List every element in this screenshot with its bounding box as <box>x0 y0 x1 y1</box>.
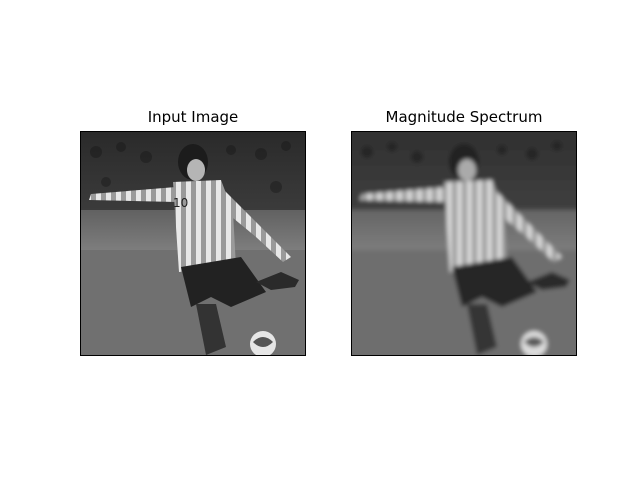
svg-text:10: 10 <box>173 196 188 210</box>
magnitude-spectrum-photo <box>352 132 576 355</box>
magnitude-spectrum-axes <box>351 131 577 356</box>
input-image-photo: 10 <box>81 132 305 355</box>
panel-title-input-image: Input Image <box>147 108 239 126</box>
input-image-axes: 10 <box>80 131 306 356</box>
panel-title-magnitude-spectrum: Magnitude Spectrum <box>385 108 543 126</box>
